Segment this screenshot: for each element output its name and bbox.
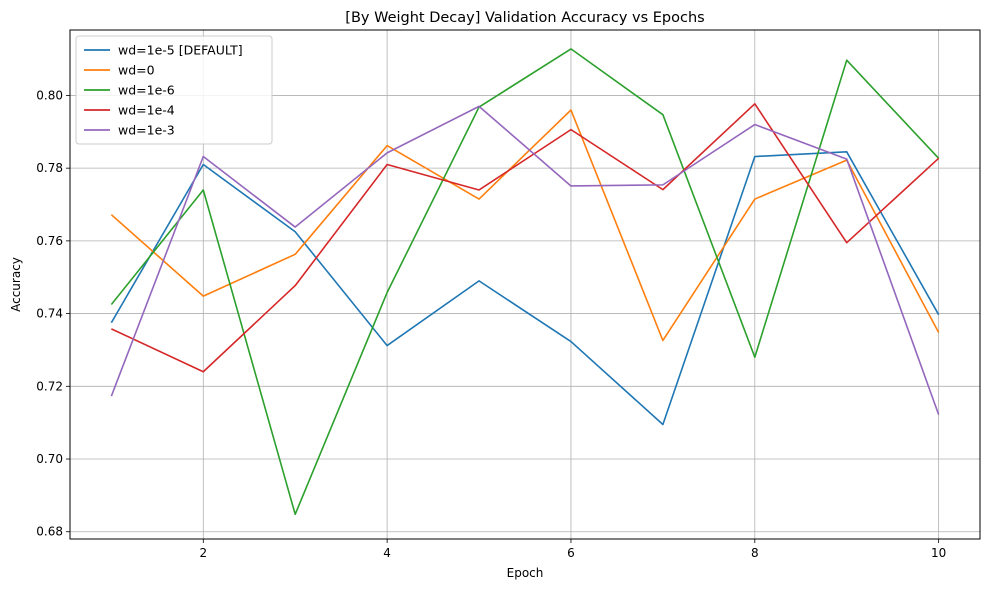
y-tick-label: 0.80 <box>36 88 63 102</box>
legend-label-3: wd=1e-4 <box>118 103 175 118</box>
y-axis-label: Accuracy <box>9 257 23 312</box>
series-line-3 <box>111 103 940 373</box>
legend-label-2: wd=1e-6 <box>118 83 175 98</box>
series-lines <box>110 48 940 516</box>
legend-label-4: wd=1e-3 <box>118 123 175 138</box>
x-axis-ticks: 2 4 6 8 10 <box>199 539 946 560</box>
series-line-0 <box>110 151 940 426</box>
series-line-4 <box>110 105 940 415</box>
plot-frame <box>69 29 981 540</box>
legend-label-1: wd=0 <box>118 63 155 78</box>
x-tick-label: 2 <box>199 546 207 560</box>
x-tick-label: 4 <box>383 546 391 560</box>
series-line-2 <box>110 48 940 516</box>
legend: wd=1e-5 [DEFAULT] wd=0 wd=1e-6 wd=1e-4 wd=1e… <box>75 35 273 145</box>
y-tick-label: 0.78 <box>36 161 63 175</box>
legend-label-0: wd=1e-5 [DEFAULT] <box>118 43 243 58</box>
series-line-1 <box>110 109 940 342</box>
x-axis-label: Epoch <box>507 566 544 580</box>
x-tick-label: 10 <box>931 546 946 560</box>
legend-box <box>75 35 273 145</box>
y-tick-label: 0.68 <box>36 525 63 539</box>
x-tick-label: 8 <box>751 546 759 560</box>
y-tick-label: 0.70 <box>36 452 63 466</box>
chart-title: [By Weight Decay] Validation Accuracy vs… <box>345 10 704 26</box>
y-tick-label: 0.72 <box>36 379 63 393</box>
y-tick-label: 0.76 <box>36 234 63 248</box>
y-axis-ticks: 0.68 0.70 0.72 0.74 0.76 0.78 0.80 <box>36 88 70 539</box>
x-tick-label: 6 <box>567 546 575 560</box>
y-tick-label: 0.74 <box>36 307 63 321</box>
